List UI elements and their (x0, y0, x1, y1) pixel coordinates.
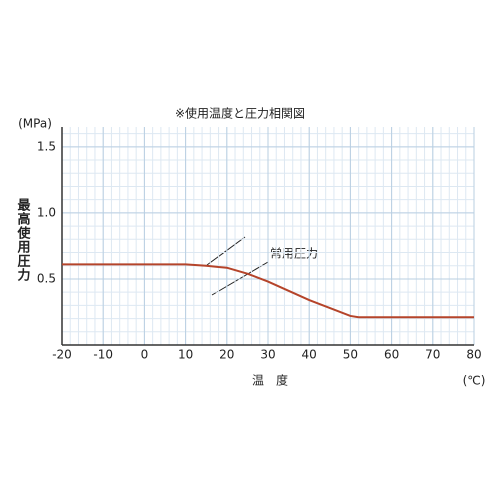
x-tick-label: 20 (219, 348, 234, 362)
y-tick-label: 0.5 (37, 271, 56, 285)
x-tick-label: 10 (178, 348, 193, 362)
y-tick-label: 1.0 (37, 205, 56, 219)
y-axis-label: 最高使用圧力 (15, 198, 32, 282)
chart-title: ※使用温度と圧力相関図 (175, 106, 305, 121)
annotation: 常用圧力 (270, 247, 318, 261)
y-tick-label: 1.5 (37, 139, 56, 153)
x-tick-label: -20 (52, 348, 72, 362)
x-tick-label: 0 (141, 348, 149, 362)
x-tick-label: 40 (302, 348, 317, 362)
x-tick-label: -10 (93, 348, 113, 362)
x-axis-label: 温 度 (252, 373, 288, 388)
x-tick-label: 70 (425, 348, 440, 362)
x-tick-label: 30 (260, 348, 275, 362)
x-unit: (℃) (463, 374, 486, 388)
data-line (62, 263, 474, 319)
x-tick-label: 50 (343, 348, 358, 362)
y-unit: (MPa) (18, 117, 52, 131)
x-tick-label: 60 (384, 348, 399, 362)
x-tick-label: 80 (466, 348, 481, 362)
leader-line (206, 236, 246, 266)
